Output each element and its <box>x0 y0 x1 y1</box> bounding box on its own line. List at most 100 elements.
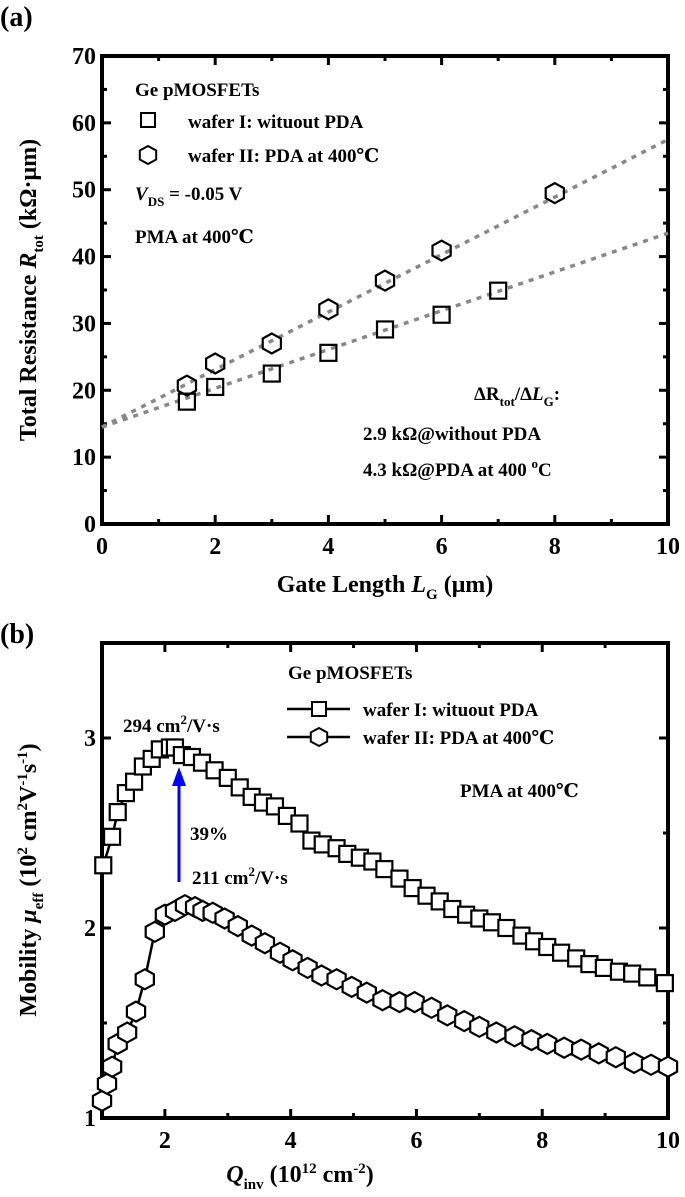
x-tick-label: 6 <box>410 1128 422 1154</box>
panel-a-legend-item-2: wafer II: PDA at 400℃ <box>188 146 379 167</box>
hexagon-marker <box>588 1042 610 1065</box>
legend-hexagon-icon <box>309 726 329 748</box>
legend-hexagon-icon <box>138 144 158 166</box>
hexagon-marker <box>374 269 396 292</box>
panel-a-fit-lines <box>101 138 669 429</box>
y-tick-label: 3 <box>84 726 96 752</box>
hexagon-marker <box>431 239 452 262</box>
hexagon-marker <box>486 1021 507 1044</box>
hexagon-marker <box>282 949 303 972</box>
panel-b-x-axis-title: Qinv (1012 cm-2) <box>226 1161 374 1193</box>
square-marker <box>375 859 394 879</box>
hexagon-marker <box>326 968 347 991</box>
panel-b-legend-item-2: wafer II: PDA at 400℃ <box>363 728 554 749</box>
square-marker <box>638 968 657 987</box>
fit-line-1 <box>101 231 669 429</box>
square-marker <box>102 827 122 846</box>
vds-label: VDS = -0.05 V <box>135 184 243 209</box>
hexagon-marker <box>404 990 425 1014</box>
hexagon-marker <box>657 1055 679 1078</box>
panel-a-label: (a) <box>0 2 33 33</box>
hexagon-marker <box>101 1055 123 1078</box>
hexagon-marker <box>144 920 165 944</box>
hexagon-marker <box>421 996 442 1020</box>
hexagon-marker <box>116 1021 138 1044</box>
hexagon-marker <box>134 968 155 991</box>
legend-square-icon <box>140 112 156 128</box>
hexagon-marker <box>205 352 226 375</box>
square-marker <box>262 364 281 383</box>
square-marker <box>655 973 674 993</box>
square-marker <box>432 305 451 324</box>
arrow-up-icon <box>172 767 186 786</box>
square-marker <box>375 320 395 339</box>
panel-b-legend-item-1: wafer I: wituout PDA <box>363 700 539 721</box>
square-marker <box>594 958 613 978</box>
square-marker <box>290 814 309 833</box>
panel-b-label: (b) <box>0 619 34 650</box>
peak-mobility-wafer-1: 294 cm2/V·s <box>123 712 220 737</box>
y-tick-label: 2 <box>84 916 96 942</box>
hexagon-marker <box>91 1089 113 1113</box>
slope-with-pda: 4.3 kΩ@PDA at 400 oC <box>363 456 552 481</box>
panel-b-legend-title: Ge pMOSFETs <box>288 663 412 684</box>
y-tick-label: 30 <box>72 311 96 337</box>
hexagon-marker <box>553 1036 575 1059</box>
square-marker <box>551 943 571 962</box>
square-marker <box>94 856 113 875</box>
square-marker <box>319 343 338 362</box>
panel-a: (a) 0 2 4 6 8 10 0 10 20 30 40 50 60 70 Ge pMOSFETs w… <box>0 2 680 603</box>
square-marker <box>489 281 508 300</box>
x-tick-label: 4 <box>285 1128 297 1154</box>
square-marker <box>623 964 642 983</box>
hexagon-marker <box>176 374 198 397</box>
panel-a-legend-item-1: wafer I: wituout PDA <box>188 112 364 133</box>
hexagon-marker <box>521 1028 542 1052</box>
square-marker <box>390 869 409 888</box>
hexagon-marker <box>318 298 339 321</box>
hexagon-marker <box>623 1051 645 1075</box>
delta-r-label: ΔRtot/ΔLG: <box>474 384 560 409</box>
hexagon-marker <box>437 1004 458 1027</box>
peak-mobility-wafer-2: 211 cm2/V·s <box>192 864 288 889</box>
panel-a-legend-title: Ge pMOSFETs <box>135 80 259 101</box>
x-tick-label: 8 <box>549 534 561 560</box>
x-tick-label: 6 <box>436 534 448 560</box>
slope-without-pda: 2.9 kΩ@without PDA <box>363 424 541 445</box>
hexagon-marker <box>125 1000 147 1023</box>
y-tick-label: 70 <box>72 44 96 70</box>
panel-a-pma-label: PMA at 400℃ <box>135 227 254 248</box>
x-tick-label: 2 <box>159 1128 171 1154</box>
x-tick-label: 2 <box>209 534 221 560</box>
hexagon-marker <box>254 931 276 955</box>
hexagon-marker <box>311 964 332 987</box>
hexagon-marker <box>372 988 393 1012</box>
square-marker <box>206 377 225 397</box>
hexagon-marker <box>469 1015 490 1039</box>
hexagon-marker <box>261 332 282 355</box>
y-tick-label: 1 <box>84 1106 96 1132</box>
plot-frame <box>100 641 670 1120</box>
panel-b-pma-label: PMA at 400℃ <box>460 781 579 802</box>
panel-a-axes: 0 2 4 6 8 10 0 10 20 30 40 50 60 70 <box>72 44 680 560</box>
panel-b-y-axis-title: Mobility μeff (102 cm2V-1s-1) <box>15 743 47 1016</box>
x-tick-label: 8 <box>536 1128 548 1154</box>
y-tick-label: 20 <box>72 378 96 404</box>
fit-line-2 <box>101 138 669 429</box>
x-tick-label: 4 <box>322 534 334 560</box>
hexagon-marker <box>341 975 362 999</box>
x-tick-label: 0 <box>96 534 108 560</box>
hexagon-marker <box>96 1072 118 1096</box>
hexagon-marker <box>537 1032 558 1056</box>
square-marker <box>177 392 196 411</box>
square-marker <box>124 772 144 791</box>
panel-b-markers <box>91 738 679 1113</box>
hexagon-marker <box>504 1025 525 1048</box>
hexagon-marker <box>544 181 566 205</box>
improvement-percent: 39% <box>190 824 228 845</box>
y-tick-label: 60 <box>72 111 96 137</box>
y-tick-label: 0 <box>84 512 96 538</box>
